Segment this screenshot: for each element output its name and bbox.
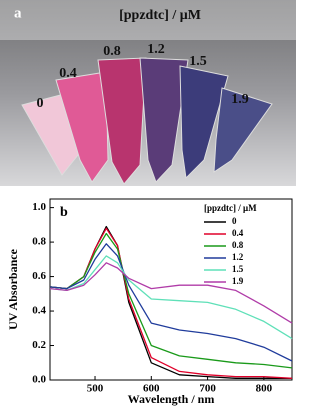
tube [55,71,109,183]
tube-label: 0.8 [103,44,121,59]
tube-label: 1.5 [189,54,207,69]
x-tick-label: 600 [143,383,160,395]
y-axis-label: UV Absorbance [6,248,20,329]
x-tick-label: 700 [199,383,216,395]
tubes [21,57,273,185]
panel-label: a [14,5,22,21]
y-tick-label: 1.0 [32,201,46,213]
panel-label: b [60,205,68,220]
y-tick-label: 0.2 [32,339,46,351]
tube [97,57,147,185]
tube [139,57,189,183]
series-line [49,232,293,369]
series-line [49,255,293,340]
legend-label: 0.8 [232,240,244,250]
series-line [49,225,292,379]
figure: a [ppzdtc] / μM 00.40.8 1.21.51.9 0.00.20… [0,0,296,406]
y-tick-label: 0.6 [32,270,46,282]
legend-label: 0 [232,216,237,226]
chart: 0.0 0.2 0.4 0.6 0.8 1.0 500 600 700 800 Wavelength… [6,198,293,406]
y-tick-label: 0.4 [32,305,46,317]
series-line [49,243,293,362]
legend-label: 0.4 [232,228,244,238]
photo: a [ppzdtc] / μM 0 0.4 0.8 1.2 1.5 1.9 [0,0,296,186]
x-tick-label: 800 [256,383,273,395]
series-line [49,227,293,379]
photo-caps [0,0,296,40]
x-tick-label: 500 [87,383,104,395]
x-axis-label: Wavelength / nm [128,392,215,406]
photo-title: [ppzdtc] / μM [119,8,201,23]
tube-label: 0.4 [59,66,77,81]
tube [213,87,273,173]
legend-label: 1.9 [232,276,244,286]
series-line [49,262,293,324]
tube-label: 1.9 [231,92,249,107]
legend-title: [ppzdtc] / μM [204,203,257,213]
legend-label: 1.2 [232,252,244,262]
tube [179,65,229,180]
legend-label: 1.5 [232,264,244,274]
plot-frame [49,198,293,381]
tube-label: 0 [37,96,44,111]
y-tick-label: 0.0 [32,374,46,386]
tube-label: 1.2 [147,42,165,57]
y-tick-label: 0.8 [32,236,46,248]
tube-labels: 0 0.4 0.8 1.2 1.5 1.9 [37,42,249,111]
